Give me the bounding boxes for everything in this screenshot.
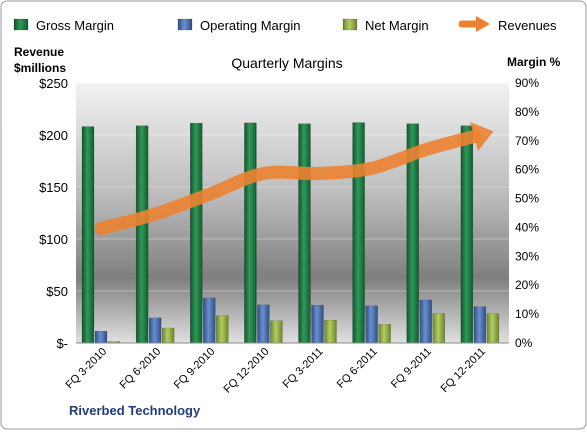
legend: Gross Margin Operating Margin Net Margin Re… <box>13 16 557 33</box>
left-axis-title-line1: Revenue <box>14 45 64 59</box>
legend-swatch <box>13 18 29 31</box>
gross-margin-bar <box>81 126 95 344</box>
chart-title: Quarterly Margins <box>231 55 342 71</box>
gross-margin-bar <box>298 123 311 344</box>
right-tick-label: 30% <box>515 249 539 263</box>
right-axis-ticks: 0% 10% 20% 30% 40% 50% 60% 70% 80% 90% <box>515 76 539 350</box>
operating-margin-bar <box>94 330 108 344</box>
operating-margin-bar <box>203 297 216 344</box>
right-axis-title: Margin % <box>507 55 561 69</box>
net-margin-bar <box>216 315 229 344</box>
right-tick-label: 80% <box>515 105 539 119</box>
left-tick-label: $- <box>56 336 68 351</box>
left-axis-title-line2: $millions <box>14 61 66 75</box>
operating-margin-bar <box>311 304 324 344</box>
right-tick-label: 20% <box>515 278 539 292</box>
net-margin-bar <box>161 327 175 344</box>
gridlines <box>76 82 509 292</box>
right-tick-label: 10% <box>515 307 539 321</box>
net-margin-bar <box>432 313 445 344</box>
legend-label: Revenues <box>498 18 557 33</box>
operating-margin-bar <box>419 299 432 344</box>
gross-margin-bar <box>190 122 203 344</box>
gross-margin-bar <box>352 122 365 344</box>
operating-margin-bar <box>148 317 162 344</box>
revenue-arrowhead <box>470 122 494 152</box>
operating-margin-bar <box>257 304 270 344</box>
net-margin-bar <box>270 320 283 344</box>
revenue-line <box>94 130 481 236</box>
left-tick-label: $50 <box>46 284 68 299</box>
net-margin-bar <box>378 323 391 344</box>
right-tick-label: 0% <box>515 336 533 350</box>
gross-margin-bar <box>460 125 474 344</box>
legend-label: Operating Margin <box>200 18 300 33</box>
left-tick-label: $250 <box>39 76 68 91</box>
legend-swatch <box>342 18 358 31</box>
right-tick-label: 70% <box>515 134 539 148</box>
operating-margin-bar <box>365 305 378 344</box>
left-tick-label: $200 <box>39 128 68 143</box>
right-tick-label: 60% <box>515 163 539 177</box>
left-tick-label: $150 <box>39 180 68 195</box>
left-axis-ticks: $- $50 $100 $150 $200 $250 <box>39 76 68 351</box>
net-margin-bar <box>486 313 500 344</box>
gross-margin-bar <box>135 125 149 344</box>
right-tick-label: 90% <box>515 76 539 90</box>
legend-label: Net Margin <box>365 18 429 33</box>
legend-swatch-arrow <box>476 16 490 32</box>
right-tick-label: 40% <box>515 220 539 234</box>
legend-label: Gross Margin <box>36 18 114 33</box>
net-margin-bar <box>324 319 337 344</box>
company-name: Riverbed Technology <box>69 403 201 418</box>
operating-margin-bar <box>473 306 487 344</box>
right-tick-label: 50% <box>515 192 539 206</box>
gross-margin-bar <box>244 122 257 344</box>
left-tick-label: $100 <box>39 232 68 247</box>
legend-swatch <box>177 18 193 31</box>
